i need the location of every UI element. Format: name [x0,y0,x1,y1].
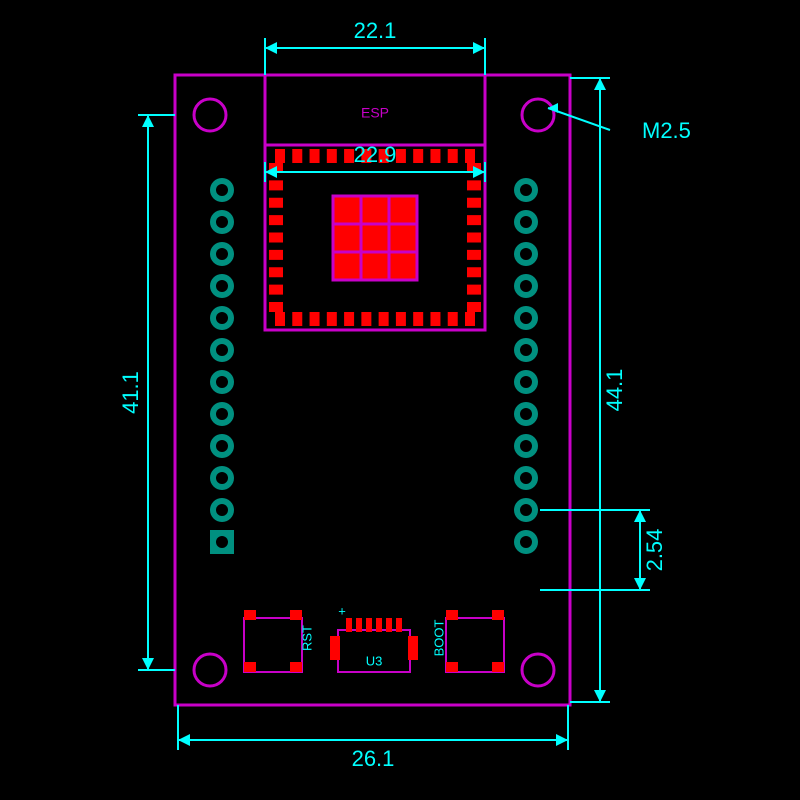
dim-value: 22.9 [354,142,397,167]
chip-center-pad [389,224,417,252]
chip-pad [467,302,481,312]
chip-center-pad [333,252,361,280]
esp-label: ESP [361,105,389,121]
chip-pad [413,312,423,326]
dim-value: 22.1 [354,18,397,43]
chip-pad [275,149,285,163]
usb-pad [386,618,392,632]
chip-pad [465,149,475,163]
dim-value: 26.1 [352,746,395,771]
chip-pad [269,215,283,225]
chip-pad [269,198,283,208]
dim-value: 44.1 [602,369,627,412]
usb-pad [346,618,352,632]
chip-pad [448,312,458,326]
chip-center-pad [389,252,417,280]
chip-pad [269,233,283,243]
chip-pad [269,180,283,190]
chip-pad [467,180,481,190]
chip-pad [292,149,302,163]
usb-pad [396,618,402,632]
rst-button-pad [290,610,302,620]
chip-pad [430,312,440,326]
chip-pad [379,312,389,326]
chip-center-pad [361,252,389,280]
chip-pad [467,233,481,243]
usb-pad [356,618,362,632]
boot-button-pad [446,610,458,620]
chip-pad [344,312,354,326]
chip-pad [310,149,320,163]
chip-center-pad [361,196,389,224]
usb-shield-pad [330,636,340,660]
rst-button-pad [244,662,256,672]
chip-center-pad [389,196,417,224]
chip-center-pad [361,224,389,252]
chip-center-pad [333,224,361,252]
usb-label: U3 [366,653,383,668]
chip-pad [292,312,302,326]
chip-pad [467,198,481,208]
chip-pad [327,149,337,163]
pcb-drawing: ESP RST BOOT U3 +22.1 22.9 41.1 44.1 2.54 26.1 M2.… [0,0,800,800]
chip-pad [467,285,481,295]
usb-pad [376,618,382,632]
chip-pad [269,267,283,277]
dim-value: 2.54 [642,529,667,572]
chip-pad [269,250,283,260]
usb-plus: + [338,603,346,618]
chip-pad [467,250,481,260]
rst-button-pad [244,610,256,620]
chip-pad [430,149,440,163]
chip-pad [310,312,320,326]
boot-label: BOOT [431,620,446,657]
chip-pad [465,312,475,326]
usb-shield-pad [408,636,418,660]
boot-button-pad [492,662,504,672]
chip-pad [396,312,406,326]
chip-pad [275,312,285,326]
rst-label: RST [299,625,314,651]
chip-pad [269,302,283,312]
rst-button-pad [290,662,302,672]
chip-pad [344,149,354,163]
chip-pad [327,312,337,326]
boot-button-pad [446,662,458,672]
chip-pad [467,267,481,277]
chip-center-pad [333,196,361,224]
usb-pad [366,618,372,632]
dim-value: 41.1 [118,371,143,414]
chip-pad [413,149,423,163]
chip-pad [467,215,481,225]
chip-pad [269,285,283,295]
mount-label: M2.5 [642,118,691,143]
chip-pad [361,312,371,326]
chip-pad [396,149,406,163]
chip-pad [448,149,458,163]
boot-button-pad [492,610,504,620]
